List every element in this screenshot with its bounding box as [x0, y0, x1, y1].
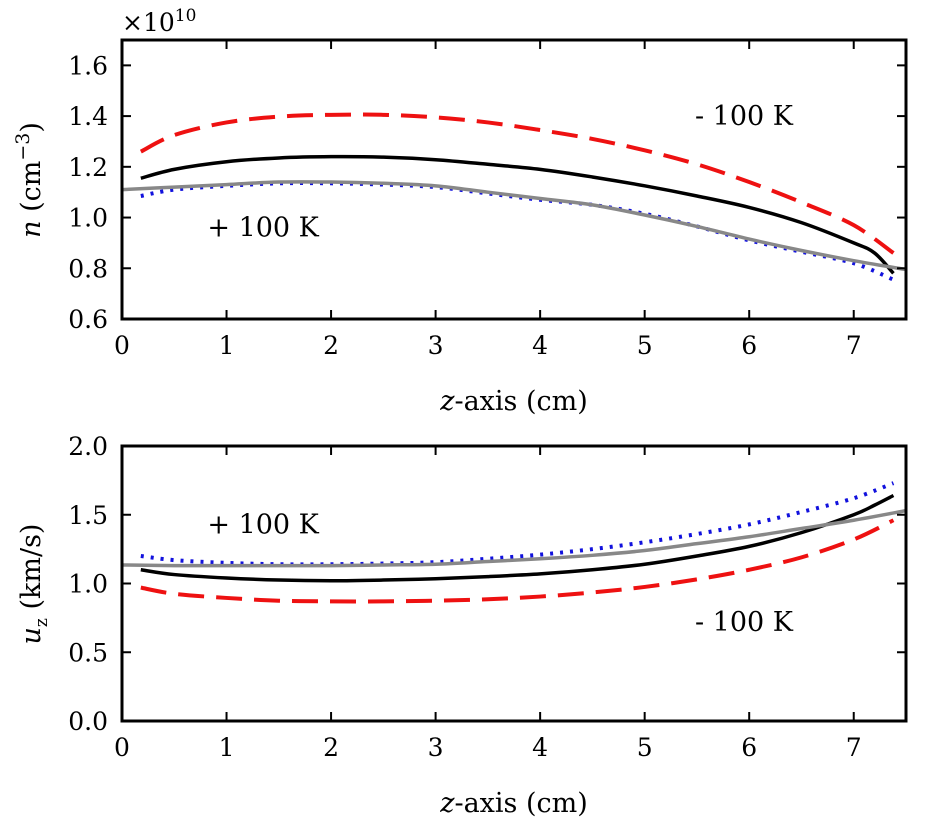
velocity-y-tick-label-4: 2.0: [68, 432, 108, 461]
velocity-x-tick-label-2: 2: [323, 733, 339, 762]
density-series-layer: [122, 112, 906, 282]
velocity-panel: 0 1 2 3 4 5 6 7 0.0 0.5 1.0 1.5 2.0 + 100 K - 100 K u…: [16, 432, 908, 819]
density-y-tick-label-5: 1.6: [68, 51, 108, 80]
density-y-tick-label-1: 0.8: [68, 254, 108, 283]
density-series-minus-100K: [139, 112, 895, 255]
density-annotation-1: + 100 K: [207, 213, 319, 244]
density-panel: 0 1 2 3 4 5 6 7 0.6 0.8 1.0 1.2 1.4 1.6 - 100 K + 100 …: [12, 6, 908, 417]
density-annotation-0: - 100 K: [695, 101, 794, 132]
velocity-series-reference: [122, 508, 906, 568]
density-offset-text: ×1010: [122, 6, 196, 37]
density-x-tick-label-0: 0: [114, 331, 130, 360]
density-y-tick-label-2: 1.0: [68, 204, 108, 233]
density-x-axis-label: z-axis (cm): [439, 386, 588, 417]
density-y-tick-label-4: 1.4: [68, 102, 108, 131]
velocity-ticks-layer: 0 1 2 3 4 5 6 7 0.0 0.5 1.0 1.5 2.0: [68, 432, 906, 762]
density-series-baseline: [140, 154, 895, 275]
velocity-y-tick-label-0: 0.0: [68, 707, 108, 736]
velocity-x-tick-label-7: 7: [846, 733, 862, 762]
density-x-tick-label-7: 7: [846, 331, 862, 360]
velocity-x-tick-label-1: 1: [219, 733, 235, 762]
velocity-annotation-0: + 100 K: [207, 509, 319, 540]
velocity-x-tick-label-5: 5: [637, 733, 653, 762]
velocity-x-axis-label: z-axis (cm): [439, 788, 588, 819]
density-y-unit-exponent: −3: [12, 133, 34, 161]
density-y-tick-label-3: 1.2: [68, 153, 108, 182]
velocity-x-tick-label-0: 0: [114, 733, 130, 762]
density-axes-frame: [120, 38, 908, 321]
density-offset-exponent: 10: [175, 6, 197, 26]
velocity-y-axis-label: uz (km/s): [16, 524, 52, 645]
velocity-x-tick-label-4: 4: [532, 733, 548, 762]
velocity-y-subscript: z: [32, 618, 52, 627]
velocity-series-layer: [122, 481, 906, 604]
velocity-series-plus-100K: [140, 481, 895, 567]
velocity-axes-frame: [120, 444, 908, 723]
density-series-reference: [122, 180, 906, 272]
velocity-annotation-1: - 100 K: [695, 607, 794, 638]
velocity-y-tick-label-1: 0.5: [68, 638, 108, 667]
density-y-tick-label-0: 0.6: [68, 305, 108, 334]
velocity-y-tick-label-2: 1.0: [68, 570, 108, 599]
density-ticks-layer: 0 1 2 3 4 5 6 7 0.6 0.8 1.0 1.2 1.4 1.6: [68, 40, 906, 360]
velocity-y-tick-label-3: 1.5: [68, 501, 108, 530]
density-annotations: - 100 K + 100 K: [207, 101, 793, 244]
density-x-tick-label-3: 3: [428, 331, 444, 360]
density-x-tick-label-2: 2: [323, 331, 339, 360]
velocity-x-tick-label-3: 3: [428, 733, 444, 762]
density-x-tick-label-5: 5: [637, 331, 653, 360]
density-x-tick-label-4: 4: [532, 331, 548, 360]
velocity-annotations: + 100 K - 100 K: [207, 509, 793, 638]
density-x-tick-label-6: 6: [741, 331, 757, 360]
density-x-tick-label-1: 1: [219, 331, 235, 360]
density-y-axis-label: n (cm−3): [12, 122, 47, 238]
velocity-x-tick-label-6: 6: [741, 733, 757, 762]
